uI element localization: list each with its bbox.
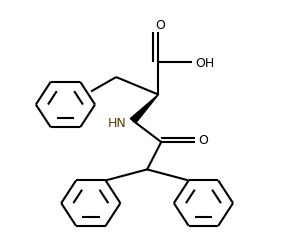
Text: O: O — [198, 134, 208, 147]
Text: O: O — [155, 19, 165, 32]
Polygon shape — [130, 95, 158, 123]
Text: OH: OH — [195, 56, 214, 69]
Text: HN: HN — [108, 116, 127, 129]
